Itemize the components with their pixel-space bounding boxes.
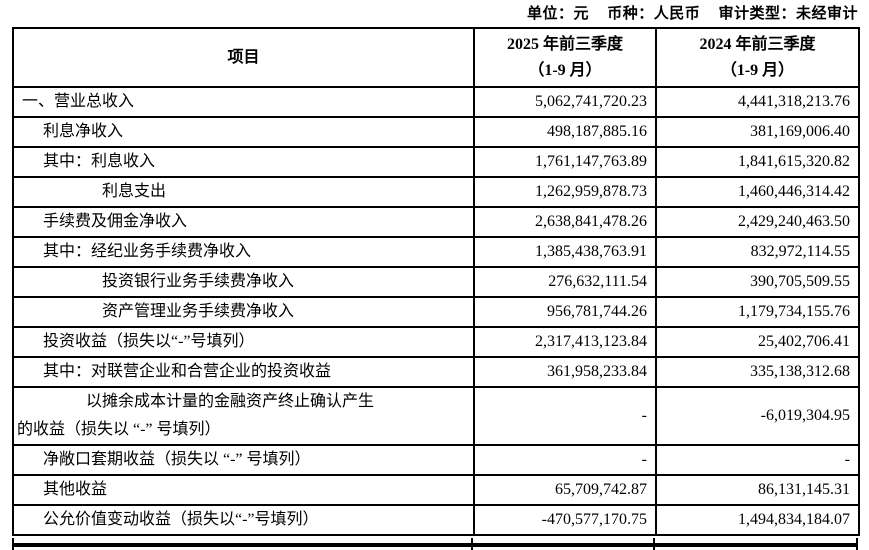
item-cell: 一、营业总收入 (12, 86, 475, 118)
value-2025-cell: 1,385,438,763.91 (473, 236, 657, 268)
value-2024-cell: 1,460,446,314.42 (655, 176, 860, 208)
item-label: 资产管理业务手续费净收入 (102, 303, 295, 320)
item-label: 手续费及佣金净收入 (43, 213, 188, 230)
value-2025-cell: 5,062,741,720.23 (473, 86, 657, 118)
table-row: 手续费及佣金净收入 2,638,841,478.26 2,429,240,463… (12, 206, 860, 238)
header-row: 项目 2025 年前三季度 （1-9 月） 2024 年前三季度 （1-9 月） (12, 27, 860, 88)
item-label: 利息净收入 (43, 123, 124, 140)
currency-label: 币种：人民币 (607, 6, 701, 22)
financial-table: 项目 2025 年前三季度 （1-9 月） 2024 年前三季度 （1-9 月）… (12, 27, 860, 536)
clipped-next-row-vline (653, 538, 655, 550)
clipped-next-row-vline (12, 538, 14, 550)
value-2025-cell: 498,187,885.16 (473, 116, 657, 148)
table-row: 公允价值变动收益（损失以“-”号填列） -470,577,170.75 1,49… (12, 504, 860, 536)
item-cell: 其中：利息收入 (12, 146, 475, 178)
value-2024-cell: - (655, 444, 860, 476)
value-2024-cell: 2,429,240,463.50 (655, 206, 860, 238)
value-2024-cell: 390,705,509.55 (655, 266, 860, 298)
item-cell: 手续费及佣金净收入 (12, 206, 475, 238)
table-row: 一、营业总收入 5,062,741,720.23 4,441,318,213.7… (12, 86, 860, 118)
value-2025-cell: 65,709,742.87 (473, 474, 657, 506)
table-body: 一、营业总收入 5,062,741,720.23 4,441,318,213.7… (12, 86, 860, 536)
item-cell: 投资银行业务手续费净收入 (12, 266, 475, 298)
item-cell: 其他收益 (12, 474, 475, 506)
table-row: 其中：经纪业务手续费净收入 1,385,438,763.91 832,972,1… (12, 236, 860, 268)
item-label-line2: 的收益（损失以 “-” 号填列） (17, 421, 221, 438)
item-label: 利息支出 (102, 183, 167, 200)
item-cell: 投资收益（损失以“-”号填列） (12, 326, 475, 358)
value-2025-cell: 956,781,744.26 (473, 296, 657, 328)
item-cell: 其中：经纪业务手续费净收入 (12, 236, 475, 268)
value-2025-cell: 361,958,233.84 (473, 356, 657, 388)
value-2024-cell: 335,138,312.68 (655, 356, 860, 388)
header-item: 项目 (12, 27, 475, 88)
table-row: 其中：对联营企业和合营企业的投资收益 361,958,233.84 335,13… (12, 356, 860, 388)
item-label: 其中：经纪业务手续费净收入 (43, 243, 252, 260)
clipped-next-row-vline (471, 538, 473, 550)
value-2024-cell: -6,019,304.95 (655, 386, 860, 446)
header-2024-line2: （1-9 月） (720, 61, 795, 79)
item-label: 以摊余成本计量的金融资产终止确认产生 (86, 393, 375, 410)
value-2025-cell: 1,761,147,763.89 (473, 146, 657, 178)
header-item-label: 项目 (227, 48, 260, 66)
item-label: 公允价值变动收益（损失以“-”号填列） (43, 511, 319, 528)
header-2025-line1: 2025 年前三季度 (506, 35, 623, 53)
item-label: 投资银行业务手续费净收入 (102, 273, 295, 290)
item-label: 净敞口套期收益（损失以 “-” 号填列） (43, 451, 311, 468)
header-2024: 2024 年前三季度 （1-9 月） (655, 27, 860, 88)
item-label: 其中：对联营企业和合营企业的投资收益 (43, 363, 332, 380)
clipped-next-row-vline (856, 538, 858, 550)
item-cell: 其中：对联营企业和合营企业的投资收益 (12, 356, 475, 388)
item-label: 投资收益（损失以“-”号填列） (43, 333, 255, 350)
value-2025-cell: 2,317,413,123.84 (473, 326, 657, 358)
header-2025-line2: （1-9 月） (528, 61, 602, 79)
item-cell: 利息支出 (12, 176, 475, 208)
value-2025-cell: 1,262,959,878.73 (473, 176, 657, 208)
value-2024-cell: 1,841,615,320.82 (655, 146, 860, 178)
item-cell: 公允价值变动收益（损失以“-”号填列） (12, 504, 475, 536)
table-row: 以摊余成本计量的金融资产终止确认产生的收益（损失以 “-” 号填列） - -6,… (12, 386, 860, 446)
value-2024-cell: 832,972,114.55 (655, 236, 860, 268)
value-2025-cell: -470,577,170.75 (473, 504, 657, 536)
item-cell: 以摊余成本计量的金融资产终止确认产生的收益（损失以 “-” 号填列） (12, 386, 475, 446)
table-row: 利息净收入 498,187,885.16 381,169,006.40 (12, 116, 860, 148)
value-2025-cell: 276,632,111.54 (473, 266, 657, 298)
item-cell: 净敞口套期收益（损失以 “-” 号填列） (12, 444, 475, 476)
table-row: 其他收益 65,709,742.87 86,131,145.31 (12, 474, 860, 506)
item-cell: 资产管理业务手续费净收入 (12, 296, 475, 328)
value-2025-cell: - (473, 386, 657, 446)
unit-label: 单位：元 (526, 6, 589, 22)
value-2025-cell: 2,638,841,478.26 (473, 206, 657, 238)
value-2024-cell: 86,131,145.31 (655, 474, 860, 506)
value-2024-cell: 1,494,834,184.07 (655, 504, 860, 536)
item-label: 其他收益 (43, 481, 108, 498)
item-cell: 利息净收入 (12, 116, 475, 148)
meta-note: 单位：元 币种：人民币 审计类型：未经审计 (527, 2, 858, 23)
item-label: 其中：利息收入 (43, 153, 156, 170)
value-2024-cell: 4,441,318,213.76 (655, 86, 860, 118)
value-2024-cell: 381,169,006.40 (655, 116, 860, 148)
item-label: 一、营业总收入 (22, 93, 135, 110)
table-row: 利息支出 1,262,959,878.73 1,460,446,314.42 (12, 176, 860, 208)
table-header: 项目 2025 年前三季度 （1-9 月） 2024 年前三季度 （1-9 月） (12, 27, 860, 88)
audit-type-label: 审计类型：未经审计 (718, 6, 858, 22)
value-2025-cell: - (473, 444, 657, 476)
table-row: 净敞口套期收益（损失以 “-” 号填列） - - (12, 444, 860, 476)
header-2024-line1: 2024 年前三季度 (699, 35, 816, 53)
value-2024-cell: 1,179,734,155.76 (655, 296, 860, 328)
clipped-next-row-border (12, 543, 858, 547)
table-row: 投资银行业务手续费净收入 276,632,111.54 390,705,509.… (12, 266, 860, 298)
value-2024-cell: 25,402,706.41 (655, 326, 860, 358)
table-row: 其中：利息收入 1,761,147,763.89 1,841,615,320.8… (12, 146, 860, 178)
header-2025: 2025 年前三季度 （1-9 月） (473, 27, 657, 88)
table-row: 投资收益（损失以“-”号填列） 2,317,413,123.84 25,402,… (12, 326, 860, 358)
table-row: 资产管理业务手续费净收入 956,781,744.26 1,179,734,15… (12, 296, 860, 328)
